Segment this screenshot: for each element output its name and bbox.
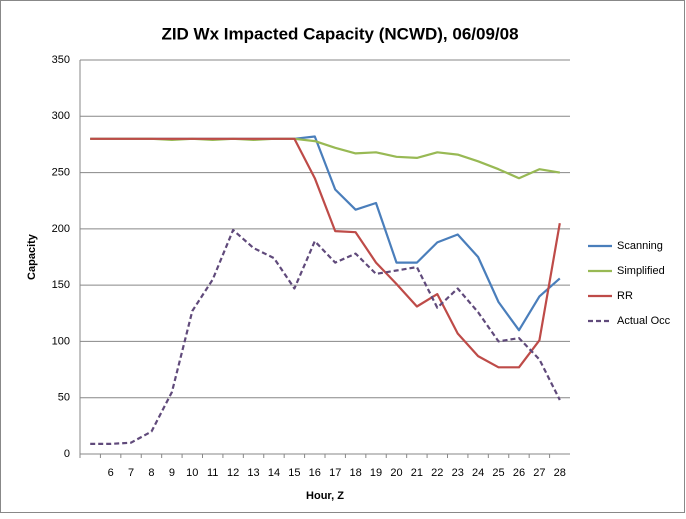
- chart-title: ZID Wx Impacted Capacity (NCWD), 06/09/0…: [161, 24, 518, 43]
- x-tick-label: 12: [227, 467, 239, 479]
- x-tick-label: 25: [492, 467, 504, 479]
- x-tick-label: 22: [431, 467, 443, 479]
- x-tick-label: 14: [268, 467, 280, 479]
- x-tick-label: 21: [411, 467, 423, 479]
- legend-label: RR: [617, 290, 633, 302]
- y-tick-label: 0: [64, 448, 70, 460]
- y-axis-label: Capacity: [26, 233, 38, 280]
- x-axis-label: Hour, Z: [306, 490, 344, 502]
- series-line: [90, 228, 561, 445]
- x-tick-label: 26: [513, 467, 525, 479]
- x-tick-label: 23: [452, 467, 464, 479]
- x-tick-label: 17: [329, 467, 341, 479]
- x-tick-label: 28: [554, 467, 566, 479]
- y-tick-label: 200: [52, 223, 70, 235]
- x-tick-label: 15: [288, 467, 300, 479]
- y-tick-label: 150: [52, 279, 70, 291]
- x-tick-label: 18: [350, 467, 362, 479]
- x-tick-label: 10: [186, 467, 198, 479]
- x-tick-label: 9: [169, 467, 175, 479]
- x-tick-label: 19: [370, 467, 382, 479]
- x-tick-label: 20: [390, 467, 402, 479]
- y-tick-label: 100: [52, 335, 70, 347]
- legend-label: Simplified: [617, 265, 665, 277]
- y-tick-label: 50: [58, 392, 70, 404]
- x-tick-label: 6: [108, 467, 114, 479]
- y-tick-label: 300: [52, 110, 70, 122]
- legend-label: Actual Occ: [617, 315, 671, 327]
- y-tick-label: 350: [52, 54, 70, 66]
- x-tick-label: 13: [247, 467, 259, 479]
- x-tick-label: 8: [148, 467, 154, 479]
- legend-label: Scanning: [617, 240, 663, 252]
- y-tick-label: 250: [52, 166, 70, 178]
- x-tick-label: 16: [309, 467, 321, 479]
- x-tick-label: 24: [472, 467, 484, 479]
- x-tick-label: 7: [128, 467, 134, 479]
- series-line: [90, 137, 561, 369]
- x-tick-label: 11: [207, 467, 218, 479]
- x-tick-label: 27: [533, 467, 545, 479]
